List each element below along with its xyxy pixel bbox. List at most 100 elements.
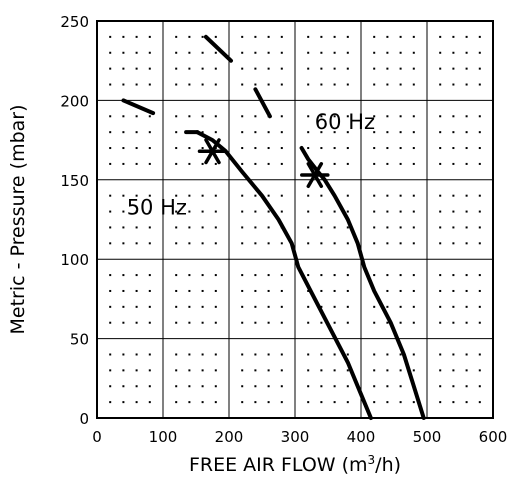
grid-dot xyxy=(188,321,191,324)
grid-dot xyxy=(148,147,151,150)
grid-dot xyxy=(214,242,217,245)
grid-dot xyxy=(254,83,257,86)
grid-dot xyxy=(188,226,191,229)
grid-dot xyxy=(373,242,376,245)
grid-dot xyxy=(135,35,138,38)
grid-dot xyxy=(241,305,244,308)
grid-dot xyxy=(386,67,389,70)
grid-dot xyxy=(346,274,349,277)
grid-dot xyxy=(452,289,455,292)
grid-dot xyxy=(412,67,415,70)
grid-dot xyxy=(412,210,415,213)
grid-dot xyxy=(241,35,244,38)
grid-dot xyxy=(412,131,415,134)
y-tick-label: 100 xyxy=(60,251,89,269)
grid-dot xyxy=(241,210,244,213)
grid-dot xyxy=(135,147,138,150)
grid-dot xyxy=(267,147,270,150)
grid-dot xyxy=(135,131,138,134)
grid-dot xyxy=(175,83,178,86)
grid-dot xyxy=(452,35,455,38)
grid-dot xyxy=(399,194,402,197)
grid-dot xyxy=(320,51,323,54)
grid-dot xyxy=(280,289,283,292)
grid-dot xyxy=(307,147,310,150)
grid-dot xyxy=(386,147,389,150)
grid-dot xyxy=(320,115,323,118)
grid-dot xyxy=(307,401,310,404)
grid-dot xyxy=(201,321,204,324)
grid-dot xyxy=(254,385,257,388)
grid-dot xyxy=(346,226,349,229)
grid-dot xyxy=(241,353,244,356)
grid-dot xyxy=(188,401,191,404)
grid-dot xyxy=(267,194,270,197)
grid-dot xyxy=(373,35,376,38)
grid-dot xyxy=(465,131,468,134)
grid-dot xyxy=(135,401,138,404)
grid-dot xyxy=(333,369,336,372)
grid-dot xyxy=(254,353,257,356)
grid-dot xyxy=(333,35,336,38)
grid-dot xyxy=(373,353,376,356)
grid-dot xyxy=(267,401,270,404)
grid-dot xyxy=(175,321,178,324)
grid-dot xyxy=(148,162,151,165)
grid-dot xyxy=(465,321,468,324)
grid-dot xyxy=(188,147,191,150)
grid-dot xyxy=(122,210,125,213)
grid-dot xyxy=(333,115,336,118)
y-tick-label: 150 xyxy=(60,172,89,190)
grid-dot xyxy=(346,51,349,54)
grid-dot xyxy=(346,131,349,134)
grid-dot xyxy=(320,385,323,388)
grid-dot xyxy=(109,162,112,165)
grid-dot xyxy=(254,242,257,245)
grid-dot xyxy=(280,51,283,54)
grid-dot xyxy=(412,401,415,404)
grid-dot xyxy=(399,115,402,118)
grid-dot xyxy=(148,194,151,197)
tick-labels: 0 100 200 300 400 500 600 0 50 100 150 200 250 xyxy=(60,13,507,446)
grid-dot xyxy=(122,226,125,229)
grid-dot xyxy=(412,274,415,277)
y-tick-label: 250 xyxy=(60,13,89,31)
grid-dot xyxy=(122,115,125,118)
grid-dot xyxy=(386,321,389,324)
grid-dot xyxy=(122,83,125,86)
grid-dot xyxy=(122,385,125,388)
grid-dot xyxy=(214,51,217,54)
grid-dot xyxy=(386,115,389,118)
series-layer xyxy=(121,34,426,420)
grid-dot xyxy=(333,274,336,277)
grid-dot xyxy=(373,83,376,86)
grid-dot xyxy=(175,35,178,38)
grid-dot xyxy=(478,35,481,38)
grid-dot xyxy=(175,115,178,118)
grid-dot xyxy=(241,369,244,372)
grid-dot xyxy=(267,274,270,277)
grid-dot xyxy=(148,401,151,404)
grid-dot xyxy=(399,385,402,388)
grid-dot xyxy=(346,242,349,245)
grid-dot xyxy=(439,194,442,197)
grid-dot xyxy=(478,274,481,277)
y-tick-label: 0 xyxy=(79,410,89,428)
grid-dot xyxy=(478,131,481,134)
grid-dot xyxy=(412,226,415,229)
grid-dot xyxy=(439,51,442,54)
grid-dot xyxy=(214,210,217,213)
grid-dot xyxy=(320,67,323,70)
grid-dot xyxy=(478,147,481,150)
grid-dot xyxy=(188,210,191,213)
grid-dot xyxy=(109,194,112,197)
grid-dot xyxy=(478,115,481,118)
grid-dot xyxy=(346,162,349,165)
grid-dot xyxy=(135,289,138,292)
grid-dot xyxy=(412,369,415,372)
grid-dot xyxy=(122,162,125,165)
grid-dot xyxy=(320,274,323,277)
grid-dot xyxy=(109,51,112,54)
grid-dot xyxy=(148,131,151,134)
grid-dot xyxy=(201,162,204,165)
